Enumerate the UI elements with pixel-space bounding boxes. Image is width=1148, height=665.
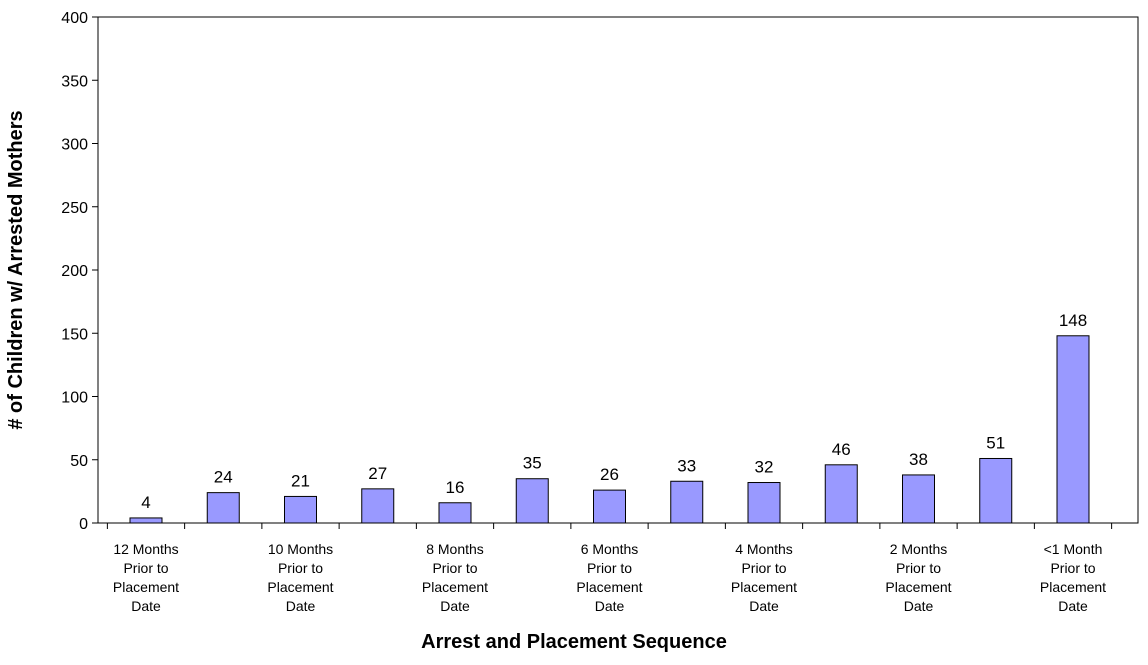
value-label: 21 <box>291 471 310 490</box>
value-label: 24 <box>214 468 233 487</box>
x-tick-label: <1 Month Prior to Placement Date <box>1039 541 1107 614</box>
y-tick-label: 200 <box>61 263 88 280</box>
value-label: 16 <box>446 478 465 497</box>
value-label: 26 <box>600 465 619 484</box>
y-axis-title: # of Children w/ Arrested Mothers <box>5 110 27 429</box>
x-tick-label: 6 Months Prior to Placement Date <box>576 541 643 614</box>
y-tick-label: 100 <box>61 390 88 407</box>
plot-frame <box>97 16 1139 524</box>
y-tick-label: 0 <box>79 516 88 533</box>
bar <box>1056 335 1090 524</box>
y-tick-label: 300 <box>61 137 88 154</box>
value-label: 32 <box>755 458 774 477</box>
y-tick-label: 350 <box>61 73 88 90</box>
bar <box>206 492 240 524</box>
y-tick-label: 50 <box>70 453 88 470</box>
x-axis-title: Arrest and Placement Sequence <box>421 631 727 653</box>
bar <box>361 488 395 524</box>
bar <box>515 478 549 524</box>
bar <box>824 464 858 524</box>
y-tick-label: 400 <box>61 10 88 27</box>
bar <box>902 474 935 524</box>
y-tick-label: 150 <box>61 326 88 343</box>
bar <box>670 480 704 524</box>
x-tick-label: 8 Months Prior to Placement Date <box>421 541 489 614</box>
value-label: 38 <box>909 450 928 469</box>
bar <box>284 495 317 524</box>
bar <box>129 517 163 524</box>
bar <box>979 457 1013 524</box>
value-label: 46 <box>832 440 851 459</box>
value-label: 33 <box>677 456 696 475</box>
value-label: 27 <box>368 464 387 483</box>
value-label: 51 <box>986 433 1005 452</box>
bar <box>438 502 472 524</box>
x-tick-label: 10 Months Prior to Placement Date <box>267 541 334 614</box>
value-label: 148 <box>1059 311 1087 330</box>
x-tick-label: 2 Months Prior to Placement Date <box>885 541 952 614</box>
y-tick-label: 250 <box>61 200 88 217</box>
value-label: 35 <box>523 454 542 473</box>
x-tick-label: 4 Months Prior to Placement Date <box>730 541 798 614</box>
value-label: 4 <box>141 493 150 512</box>
bar <box>593 489 626 524</box>
x-tick-label: 12 Months Prior to Placement Date <box>112 541 180 614</box>
bar <box>747 482 781 524</box>
